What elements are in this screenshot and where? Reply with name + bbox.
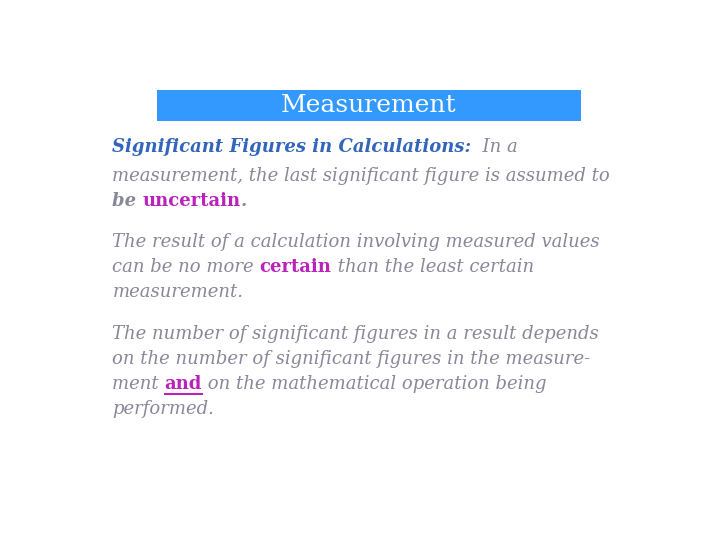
Text: ment: ment	[112, 375, 165, 393]
Text: performed.: performed.	[112, 400, 214, 417]
Text: can be no more: can be no more	[112, 258, 260, 276]
Text: The result of a calculation involving measured values: The result of a calculation involving me…	[112, 233, 600, 251]
Text: measurement, the last significant figure is assumed to: measurement, the last significant figure…	[112, 167, 610, 185]
Text: and: and	[165, 375, 202, 393]
Text: on the mathematical operation being: on the mathematical operation being	[202, 375, 546, 393]
Text: .: .	[240, 192, 247, 210]
Text: Significant Figures in Calculations:: Significant Figures in Calculations:	[112, 138, 472, 156]
FancyBboxPatch shape	[157, 90, 581, 121]
Text: In a: In a	[472, 138, 518, 156]
Text: uncertain: uncertain	[143, 192, 240, 210]
Text: certain: certain	[260, 258, 332, 276]
Text: on the number of significant figures in the measure-: on the number of significant figures in …	[112, 349, 590, 368]
Text: than the least certain: than the least certain	[332, 258, 534, 276]
Text: The number of significant figures in a result depends: The number of significant figures in a r…	[112, 325, 599, 343]
Text: be: be	[112, 192, 143, 210]
Text: Measurement: Measurement	[282, 94, 456, 117]
Text: measurement.: measurement.	[112, 283, 243, 301]
